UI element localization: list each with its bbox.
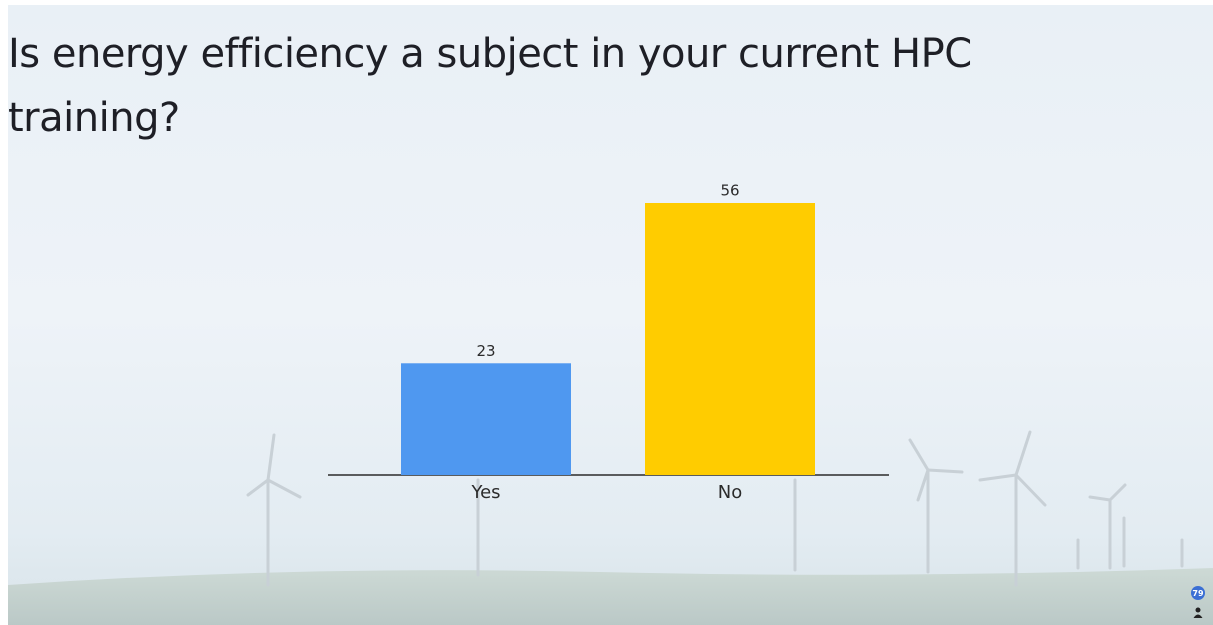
x-tick-label: Yes [470,482,500,503]
participant-badge: 79 [1191,586,1205,618]
value-label: 23 [476,342,495,360]
badge-circle [1191,586,1205,600]
person-icon-body [1193,614,1203,618]
chart-title: Is energy efficiency a subject in your c… [8,31,972,141]
bar [401,363,571,475]
turbines [246,430,1184,587]
title-box: Is energy efficiency a subject in your c… [8,31,972,141]
ground [8,568,1213,625]
person-icon-head [1195,607,1201,613]
x-tick-label: No [718,482,742,503]
background [8,5,1213,625]
value-label: 56 [720,182,739,200]
participant-count: 79 [1192,589,1204,598]
bar [645,203,815,475]
